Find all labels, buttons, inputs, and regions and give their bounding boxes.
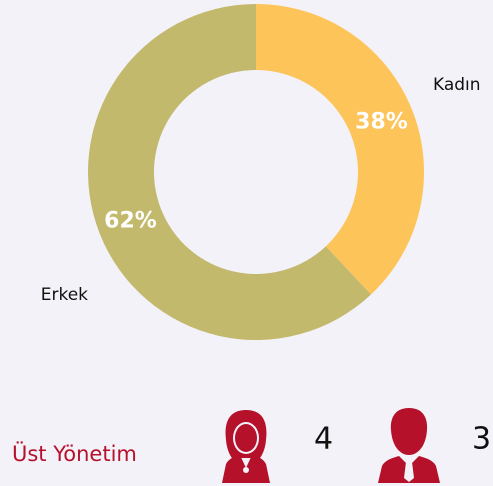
donut-chart: 38% Kadın 62% Erkek <box>41 4 481 341</box>
donut-slice <box>87 4 372 341</box>
woman-icon <box>222 410 270 483</box>
category-label: Kadın <box>433 75 481 95</box>
women-count: 4 <box>314 422 333 457</box>
stats-label: Üst Yönetim <box>12 441 137 466</box>
donut-slice <box>256 4 424 295</box>
value-label: 38% <box>355 109 408 134</box>
men-count: 3 <box>472 422 491 457</box>
value-label: 62% <box>104 209 157 234</box>
category-label: Erkek <box>41 285 88 305</box>
man-icon <box>378 408 440 483</box>
